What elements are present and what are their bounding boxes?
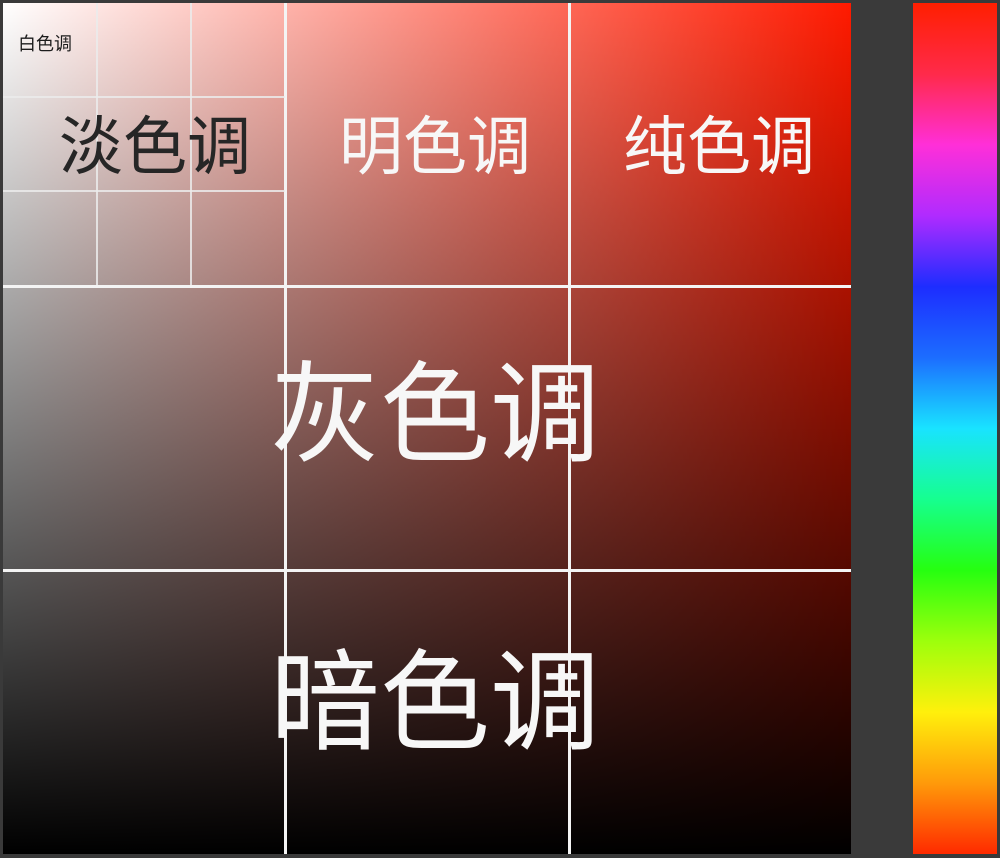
saturation-brightness-square[interactable]: 白色调 淡色调 明色调 纯色调 灰色调 暗色调: [3, 3, 851, 854]
zone-label-white: 白色调: [18, 34, 72, 55]
grid-divider-horizontal-1: [3, 285, 851, 288]
subgrid-divider-vertical-1: [96, 3, 98, 285]
subgrid-divider-horizontal-2: [3, 190, 285, 192]
zone-label-light: 明色调: [339, 111, 531, 185]
zone-label-pure: 纯色调: [623, 111, 815, 185]
hue-slider[interactable]: [913, 3, 997, 854]
grid-divider-vertical-2: [568, 3, 571, 854]
grid-divider-vertical-1: [284, 3, 287, 854]
zone-label-pale: 淡色调: [59, 111, 251, 185]
zone-label-gray: 灰色调: [270, 351, 600, 479]
grid-divider-horizontal-2: [3, 569, 851, 572]
subgrid-divider-vertical-2: [190, 3, 192, 285]
zone-label-dark: 暗色调: [270, 639, 600, 767]
subgrid-divider-horizontal-1: [3, 96, 285, 98]
